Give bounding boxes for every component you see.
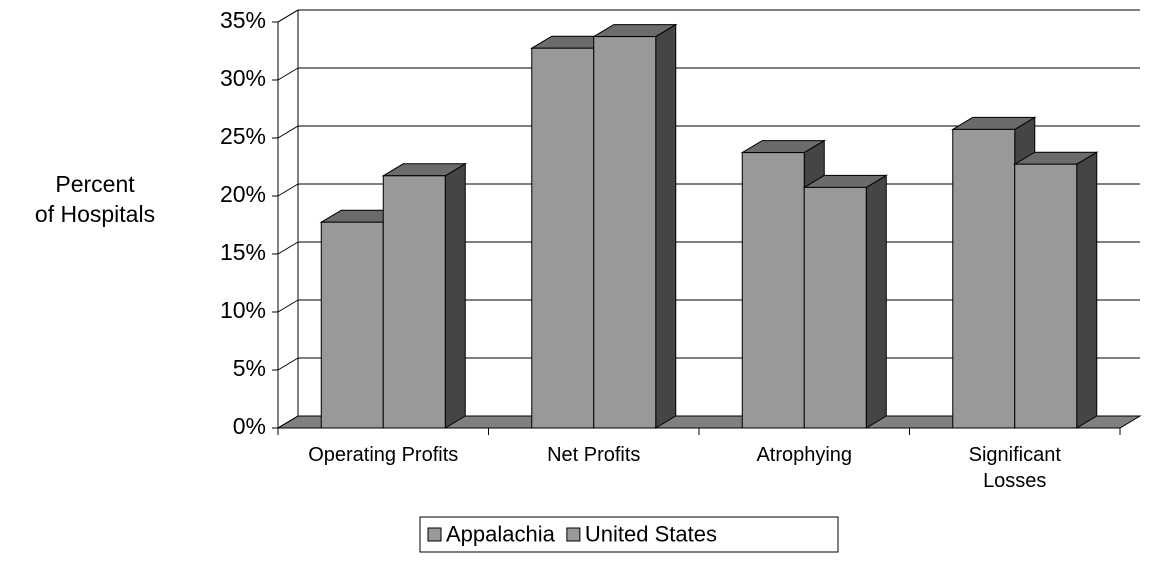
legend-label: Appalachia	[446, 521, 556, 546]
bar	[803, 186, 867, 429]
legend-box	[419, 516, 839, 553]
y-tick-label: 0%	[233, 413, 266, 439]
bar	[531, 47, 595, 429]
bar-side	[1076, 151, 1098, 429]
grid-line-side	[277, 183, 299, 197]
y-tick-label: 25%	[220, 123, 266, 149]
grid-line-side	[277, 299, 299, 313]
y-axis-top	[277, 9, 299, 23]
grid-line-side	[277, 357, 299, 371]
bar-side	[444, 162, 466, 429]
bar	[1014, 163, 1078, 429]
back-wall	[298, 10, 1140, 416]
y-axis-label: Percent of Hospitals	[34, 171, 156, 227]
bar-side	[655, 23, 677, 429]
grid-line-side	[277, 415, 299, 429]
bar	[952, 128, 1016, 429]
bar	[593, 36, 657, 429]
bar	[382, 175, 446, 429]
bar	[741, 152, 805, 429]
bar	[320, 221, 384, 429]
y-tick-label: 5%	[233, 355, 266, 381]
bar-side	[865, 174, 887, 429]
y-tick-label: 10%	[220, 297, 266, 323]
grid-line-side	[277, 241, 299, 255]
grid-line-side	[277, 125, 299, 139]
grid-line-side	[277, 67, 299, 81]
x-tick-label: Atrophying	[756, 444, 853, 466]
y-tick-label: 15%	[220, 239, 266, 265]
x-tick-label: Net Profits	[547, 444, 641, 466]
legend-swatch	[566, 527, 581, 542]
legend-swatch	[427, 527, 442, 542]
y-tick-label: 20%	[220, 181, 266, 207]
x-tick-label: Operating Profits	[308, 444, 459, 466]
x-tick-label: Significant Losses	[968, 444, 1061, 492]
y-tick-label: 35%	[220, 7, 266, 33]
legend-label: United States	[585, 521, 717, 546]
y-tick-label: 30%	[220, 65, 266, 91]
